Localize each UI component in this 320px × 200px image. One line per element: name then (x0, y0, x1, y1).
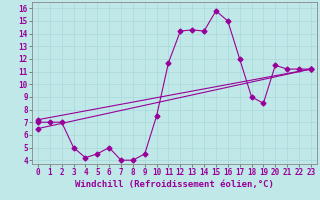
X-axis label: Windchill (Refroidissement éolien,°C): Windchill (Refroidissement éolien,°C) (75, 180, 274, 189)
